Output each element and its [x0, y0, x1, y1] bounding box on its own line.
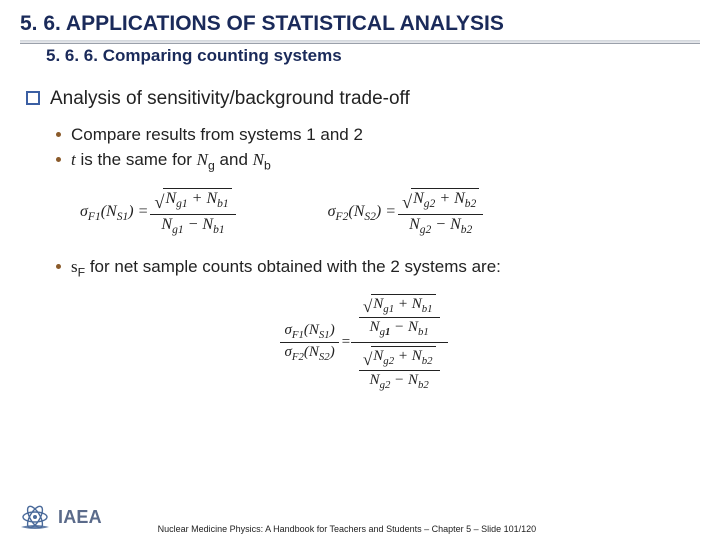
sub2-text: t is the same for Ng and Nb	[71, 149, 271, 174]
formula-sigma-f1: σF1(NS1) = √Ng1 + Nb1 Ng1 − Nb1	[80, 188, 238, 238]
dot-bullet-icon	[56, 157, 61, 162]
sub3-text: sF for net sample counts obtained with t…	[71, 256, 501, 281]
bullet1-text: Analysis of sensitivity/background trade…	[50, 88, 410, 110]
subbullet-1: Compare results from systems 1 and 2	[56, 124, 700, 147]
sub-b: b	[264, 158, 271, 172]
slide: 5. 6. APPLICATIONS OF STATISTICAL ANALYS…	[0, 0, 720, 540]
sub-g: g	[208, 158, 215, 172]
var-N: N	[253, 150, 264, 169]
title-rule	[20, 40, 700, 44]
footer: IAEA Nuclear Medicine Physics: A Handboo…	[0, 500, 720, 534]
dot-bullet-icon	[56, 264, 61, 269]
dot-bullet-icon	[56, 132, 61, 137]
subbullets: Compare results from systems 1 and 2 t i…	[56, 124, 700, 174]
formula-ratio: σF1(NS1) σF2(NS2) = √Ng1 + Nb1 Ng1 − Nb1	[26, 291, 700, 395]
section-title: 5. 6. APPLICATIONS OF STATISTICAL ANALYS…	[20, 12, 700, 36]
bullet-level1: Analysis of sensitivity/background trade…	[26, 88, 700, 110]
square-bullet-icon	[26, 91, 40, 105]
content-area: Analysis of sensitivity/background trade…	[20, 88, 700, 395]
subbullet-3: sF for net sample counts obtained with t…	[56, 256, 700, 281]
txt: is the same for	[76, 150, 197, 169]
formula-row-1: σF1(NS1) = √Ng1 + Nb1 Ng1 − Nb1 σF2(NS2)…	[80, 188, 700, 238]
var-N: N	[197, 150, 208, 169]
formula-sigma-f2: σF2(NS2) = √Ng2 + Nb2 Ng2 − Nb2	[328, 188, 486, 238]
section-subtitle: 5. 6. 6. Comparing counting systems	[46, 46, 700, 66]
subbullet-2: t is the same for Ng and Nb	[56, 149, 700, 174]
footer-text: Nuclear Medicine Physics: A Handbook for…	[42, 524, 652, 534]
subbullets-2: sF for net sample counts obtained with t…	[56, 256, 700, 281]
sub1-text: Compare results from systems 1 and 2	[71, 124, 363, 147]
txt: and	[215, 150, 253, 169]
